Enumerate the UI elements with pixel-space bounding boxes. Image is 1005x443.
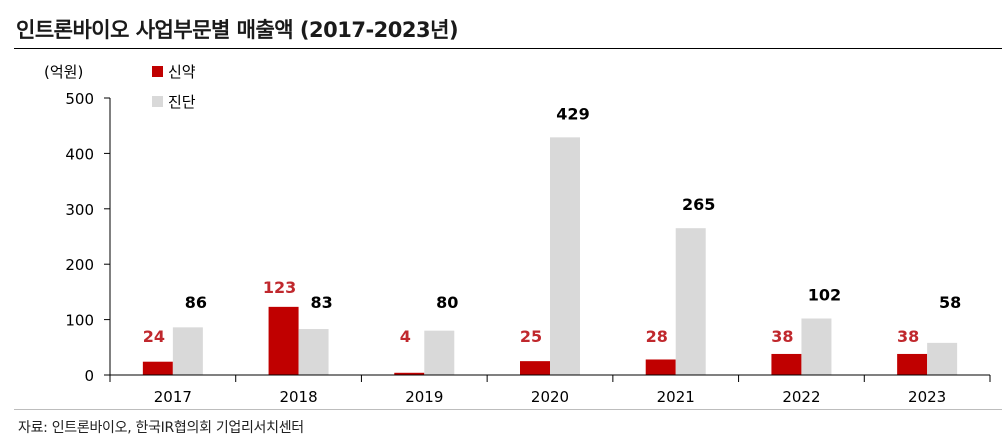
- y-tick-label: 200: [65, 256, 94, 274]
- data-label-진단: 86: [185, 293, 207, 312]
- x-tick-label: 2021: [657, 388, 695, 406]
- bar-진단-2020: [550, 137, 580, 375]
- y-axis-unit: (억원): [44, 63, 83, 81]
- data-label-신약: 4: [400, 327, 411, 346]
- data-label-신약: 28: [646, 327, 668, 346]
- bar-신약-2017: [142, 361, 173, 375]
- data-label-진단: 429: [556, 104, 589, 123]
- legend-swatch-신약: [152, 66, 163, 77]
- x-tick-label: 2020: [531, 388, 569, 406]
- bar-진단-2023: [927, 342, 958, 375]
- bar-진단-2022: [801, 318, 832, 375]
- y-tick-label: 500: [65, 90, 94, 108]
- y-tick-label: 400: [65, 145, 94, 163]
- x-tick-label: 2022: [782, 388, 820, 406]
- bar-진단-2018: [298, 329, 329, 375]
- bar-신약-2023: [897, 353, 928, 375]
- bar-신약-2022: [771, 353, 802, 375]
- bar-진단-2019: [424, 330, 455, 375]
- data-label-진단: 83: [310, 293, 332, 312]
- data-label-진단: 58: [939, 293, 961, 312]
- data-label-신약: 25: [520, 327, 542, 346]
- bar-신약-2021: [645, 359, 676, 375]
- legend-label-신약: 신약: [168, 63, 196, 81]
- data-label-진단: 80: [436, 293, 458, 312]
- source-note: 자료: 인트론바이오, 한국IR협의회 기업리서치센터: [18, 420, 304, 436]
- data-label-신약: 24: [143, 327, 165, 346]
- y-tick-label: 300: [65, 201, 94, 219]
- data-label-신약: 123: [263, 278, 296, 297]
- data-label-신약: 38: [897, 327, 919, 346]
- x-tick-label: 2023: [908, 388, 946, 406]
- title-divider: [14, 48, 1002, 49]
- bar-진단-2021: [675, 228, 706, 375]
- bar-신약-2020: [520, 361, 550, 375]
- x-tick-label: 2019: [405, 388, 443, 406]
- y-tick-label: 0: [84, 367, 94, 385]
- bar-신약-2018: [268, 306, 299, 375]
- x-tick-label: 2017: [154, 388, 192, 406]
- bar-신약-2019: [394, 372, 425, 375]
- data-label-신약: 38: [771, 327, 793, 346]
- data-label-진단: 102: [808, 285, 841, 304]
- y-tick-label: 100: [65, 312, 94, 330]
- chart-title: 인트론바이오 사업부문별 매출액 (2017-2023년): [16, 18, 459, 42]
- data-label-진단: 265: [682, 195, 715, 214]
- legend-label-진단: 진단: [168, 93, 196, 111]
- bar-진단-2017: [172, 327, 203, 375]
- legend-swatch-진단: [152, 96, 163, 107]
- x-tick-label: 2018: [279, 388, 317, 406]
- source-divider: [14, 409, 1002, 410]
